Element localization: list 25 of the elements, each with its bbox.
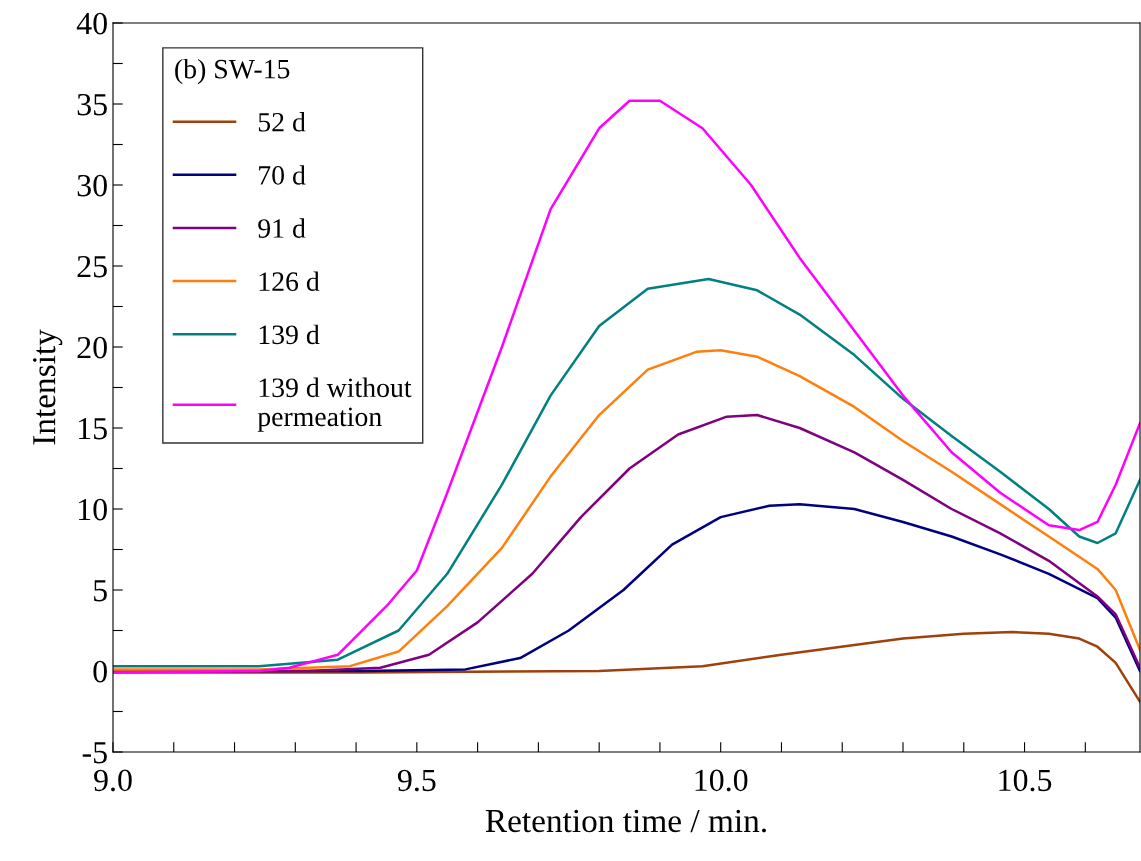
x-tick-label: 9.5 bbox=[397, 769, 436, 792]
y-tick-label: 0 bbox=[93, 660, 107, 683]
legend-label: 52 d bbox=[258, 112, 306, 132]
legend-label: 91 d bbox=[258, 218, 306, 238]
legend-label: 139 d without permeation bbox=[257, 377, 412, 432]
x-tick-label: 10.5 bbox=[999, 769, 1052, 792]
y-tick-label: -5 bbox=[82, 742, 107, 764]
y-tick-label: 30 bbox=[77, 174, 107, 197]
legend-title: (b) SW-15 bbox=[175, 58, 290, 85]
y-tick-label: 15 bbox=[79, 417, 107, 440]
line-series bbox=[113, 348, 1140, 671]
y-axis-title: Intensity bbox=[33, 329, 63, 445]
y-tick-label: 20 bbox=[77, 336, 107, 359]
y-tick-label: 10 bbox=[79, 498, 107, 521]
x-axis-title: Retention time / min. bbox=[485, 809, 766, 833]
legend-label: 70 d bbox=[259, 165, 306, 185]
line-series bbox=[113, 99, 1140, 674]
y-tick-label: 25 bbox=[77, 255, 107, 278]
x-tick-label: 10.0 bbox=[695, 769, 748, 792]
legend-label: 126 d bbox=[259, 271, 320, 292]
y-tick-label: 40 bbox=[76, 12, 107, 35]
y-tick-label: 5 bbox=[94, 580, 107, 602]
y-tick-label: 35 bbox=[77, 93, 107, 116]
legend-label: 139 d bbox=[259, 324, 320, 345]
x-tick-label: 9.0 bbox=[94, 769, 132, 792]
